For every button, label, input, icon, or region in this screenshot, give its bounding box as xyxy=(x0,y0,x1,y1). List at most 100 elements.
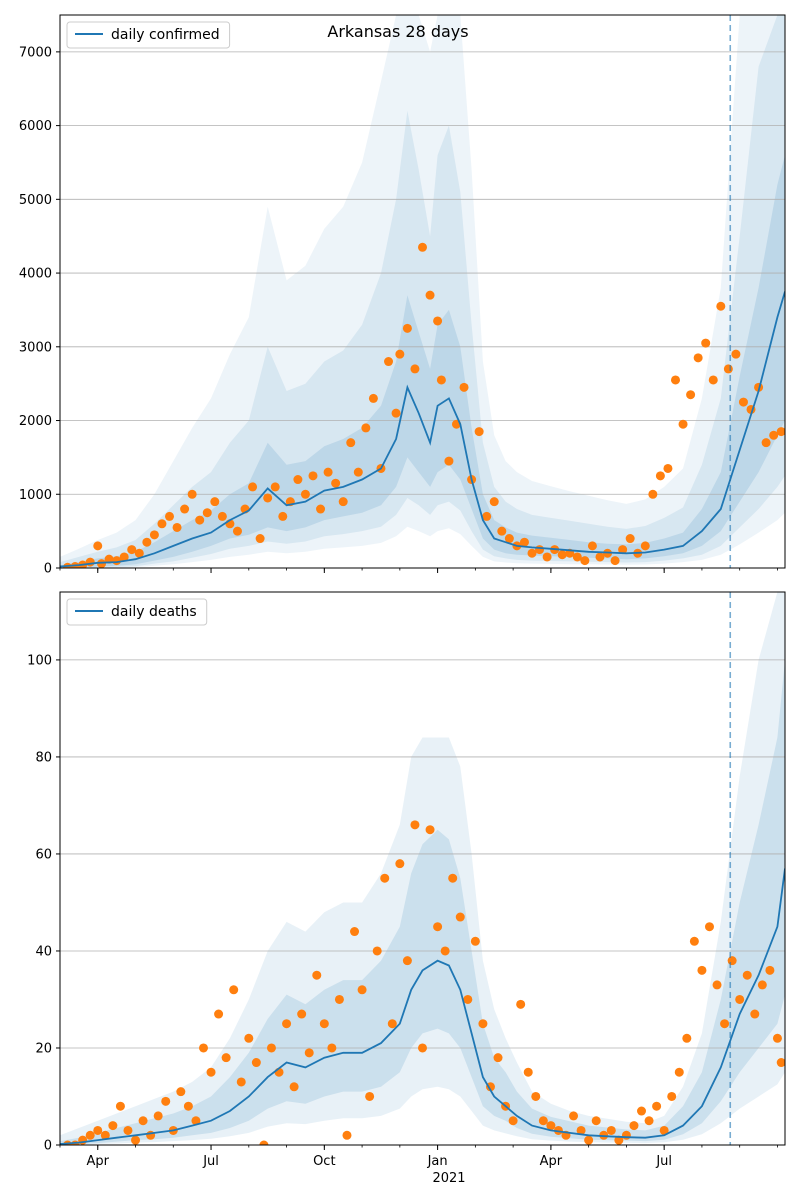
data-point xyxy=(165,511,175,521)
confirmed-line xyxy=(60,291,785,568)
data-point xyxy=(659,1125,669,1135)
data-point xyxy=(270,482,280,492)
data-point xyxy=(572,552,582,562)
y-tick-label: 4000 xyxy=(19,267,52,282)
data-point xyxy=(346,438,356,448)
data-point xyxy=(474,427,484,437)
data-point xyxy=(436,375,446,385)
confirmed-legend-label: daily confirmed xyxy=(111,27,220,43)
data-point xyxy=(85,557,95,567)
data-point xyxy=(368,393,378,403)
x-tick-label: Jul xyxy=(202,1154,219,1169)
data-point xyxy=(493,1053,503,1063)
data-point xyxy=(444,456,454,466)
data-point xyxy=(652,1101,662,1111)
data-point xyxy=(232,526,242,536)
data-point xyxy=(297,1009,307,1019)
data-point xyxy=(742,970,752,980)
data-point xyxy=(482,511,492,521)
data-point xyxy=(334,994,344,1004)
data-point xyxy=(308,471,318,481)
data-point xyxy=(463,994,473,1004)
data-point xyxy=(229,985,239,995)
data-point xyxy=(535,545,545,555)
data-point xyxy=(323,467,333,477)
data-point xyxy=(119,552,129,562)
confirmed-panel: 0 1000 2000 3000 4000 5000 6000 7000 daily conf… xyxy=(19,14,786,577)
data-point xyxy=(319,1019,329,1029)
data-point xyxy=(569,1111,579,1121)
deaths-y-ticks: 0 20 40 60 80 100 xyxy=(27,653,60,1154)
data-point xyxy=(712,980,722,990)
data-point xyxy=(410,820,420,830)
data-point xyxy=(214,1009,224,1019)
data-point xyxy=(391,408,401,418)
data-point xyxy=(761,438,771,448)
data-point xyxy=(720,1019,730,1029)
data-point xyxy=(546,1121,556,1131)
data-point xyxy=(418,242,427,252)
data-point xyxy=(266,1043,276,1053)
data-point xyxy=(678,419,688,429)
data-point xyxy=(387,1019,397,1029)
uncertainty-band-2 xyxy=(60,15,785,568)
deaths-legend: daily deaths xyxy=(66,598,208,626)
x-tick-label: Apr xyxy=(540,1154,563,1169)
data-point xyxy=(131,1135,141,1145)
data-point xyxy=(365,1091,375,1101)
y-tick-label: 20 xyxy=(35,1041,52,1056)
data-point xyxy=(180,504,190,514)
data-point xyxy=(542,552,552,562)
data-point xyxy=(497,526,507,536)
data-point xyxy=(614,1135,624,1145)
y-tick-label: 0 xyxy=(44,562,52,577)
data-point xyxy=(187,489,197,499)
data-point xyxy=(278,511,288,521)
data-point xyxy=(723,364,733,374)
x-tick-label: Jul xyxy=(655,1154,672,1169)
data-point xyxy=(402,323,412,333)
data-point xyxy=(157,519,167,529)
data-point xyxy=(667,1091,677,1101)
data-point xyxy=(263,493,273,503)
data-point xyxy=(629,1121,639,1131)
data-point xyxy=(410,364,420,374)
data-point xyxy=(172,522,182,532)
data-point xyxy=(138,1116,148,1126)
data-point xyxy=(395,859,405,869)
y-tick-label: 40 xyxy=(35,944,52,959)
data-point xyxy=(693,353,703,363)
data-point xyxy=(402,956,412,966)
confirmed-x-ticks xyxy=(59,568,778,573)
data-point xyxy=(255,534,265,544)
data-point xyxy=(682,1033,692,1043)
data-point xyxy=(686,390,696,400)
data-point xyxy=(85,1130,95,1140)
data-point xyxy=(206,1067,216,1077)
data-point xyxy=(527,548,537,558)
deaths-uncertainty-bands xyxy=(60,592,785,1145)
data-point xyxy=(342,1130,352,1140)
data-point xyxy=(304,1048,314,1058)
data-point xyxy=(440,946,450,956)
data-point xyxy=(470,936,480,946)
x-tick-label: Jan xyxy=(427,1154,448,1169)
data-point xyxy=(625,534,635,544)
data-point xyxy=(557,550,567,560)
data-point xyxy=(183,1101,193,1111)
data-point xyxy=(757,980,767,990)
data-point xyxy=(716,301,726,311)
confirmed-y-ticks: 0 1000 2000 3000 4000 5000 6000 7000 xyxy=(19,45,60,577)
data-point xyxy=(384,357,394,367)
data-point xyxy=(93,541,103,551)
deaths-line xyxy=(60,868,785,1145)
data-point xyxy=(580,556,590,566)
data-point xyxy=(516,999,526,1009)
data-point xyxy=(327,1043,337,1053)
y-tick-label: 3000 xyxy=(19,340,52,355)
data-point xyxy=(727,956,737,966)
data-point xyxy=(584,1135,594,1145)
data-point xyxy=(455,912,465,922)
y-tick-label: 2000 xyxy=(19,414,52,429)
data-point xyxy=(772,1033,782,1043)
